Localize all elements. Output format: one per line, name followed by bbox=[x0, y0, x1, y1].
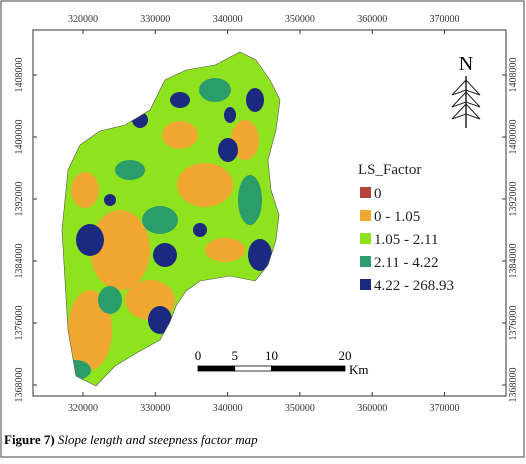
scale-label: 0 bbox=[195, 348, 202, 363]
scale-segment bbox=[271, 365, 346, 372]
north-label: N bbox=[459, 53, 473, 75]
legend-label: 0 - 1.05 bbox=[374, 209, 420, 225]
y-tick-label: 1384000 bbox=[508, 244, 519, 279]
scale-segment bbox=[234, 365, 272, 372]
x-tick-label: 360000 bbox=[357, 403, 387, 414]
x-tick-label: 330000 bbox=[140, 14, 170, 25]
scale-unit: Km bbox=[349, 362, 369, 377]
scale-label: 5 bbox=[232, 348, 239, 363]
legend-swatch bbox=[360, 210, 371, 221]
legend-title: LS_Factor bbox=[358, 162, 421, 178]
x-tick-label: 340000 bbox=[213, 403, 243, 414]
caption-text: Slope length and steepness factor map bbox=[58, 432, 258, 447]
y-tick-label: 1384000 bbox=[14, 244, 25, 279]
scale-segment bbox=[197, 365, 236, 372]
y-tick-label: 1408000 bbox=[14, 58, 25, 93]
x-tick-label: 330000 bbox=[140, 403, 170, 414]
scale-label: 20 bbox=[339, 348, 352, 363]
x-tick-label: 370000 bbox=[430, 403, 460, 414]
y-tick-label: 1408000 bbox=[508, 58, 519, 93]
caption-label: Figure 7) bbox=[4, 432, 55, 447]
x-tick-label: 350000 bbox=[285, 14, 315, 25]
legend-label: 2.11 - 4.22 bbox=[374, 255, 438, 271]
watershed-outline bbox=[61, 51, 281, 387]
y-tick-label: 1392000 bbox=[14, 182, 25, 217]
legend-label: 1.05 - 2.11 bbox=[374, 232, 438, 248]
x-tick-label: 320000 bbox=[68, 14, 98, 25]
north-arrow: N bbox=[451, 53, 481, 128]
y-tick-label: 1368000 bbox=[14, 368, 25, 403]
y-tick-label: 1400000 bbox=[14, 120, 25, 155]
legend-swatch bbox=[360, 233, 371, 244]
legend-swatch bbox=[360, 187, 371, 198]
x-tick-label: 320000 bbox=[68, 403, 98, 414]
y-tick-label: 1376000 bbox=[508, 306, 519, 341]
y-tick-label: 1368000 bbox=[508, 368, 519, 403]
scale-label: 10 bbox=[265, 348, 278, 363]
x-tick-label: 370000 bbox=[430, 14, 460, 25]
x-tick-label: 350000 bbox=[285, 403, 315, 414]
legend-label: 0 bbox=[374, 186, 382, 202]
y-tick-label: 1376000 bbox=[14, 306, 25, 341]
x-tick-label: 340000 bbox=[213, 14, 243, 25]
caption: Figure 7) Slope length and steepness fac… bbox=[4, 432, 258, 447]
legend-swatch bbox=[360, 279, 371, 290]
legend: LS_Factor 0 0 - 1.05 1.05 - 2.11 2.11 - 4.2… bbox=[358, 162, 454, 294]
legend-label: 4.22 - 268.93 bbox=[374, 278, 454, 294]
y-tick-label: 1400000 bbox=[508, 120, 519, 155]
legend-swatch bbox=[360, 256, 371, 267]
x-tick-label: 360000 bbox=[357, 14, 387, 25]
y-tick-label: 1392000 bbox=[508, 182, 519, 217]
